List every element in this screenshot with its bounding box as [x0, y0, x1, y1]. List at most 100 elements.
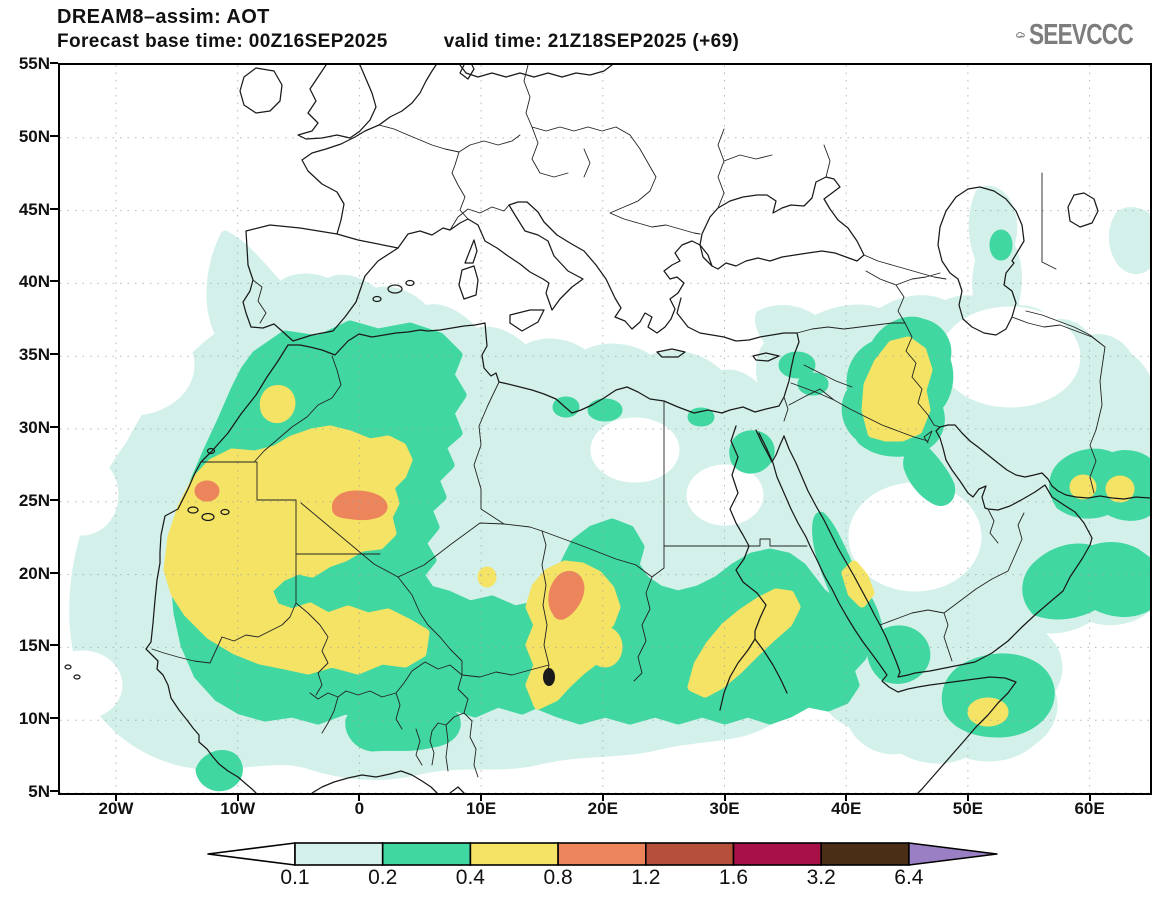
north-africa-coast [287, 322, 723, 414]
lon-label-20W: 20W [98, 799, 134, 818]
colorbar-level-6.4: 6.4 [894, 866, 924, 889]
dust-orange-layer [194, 480, 585, 620]
niger-delta [449, 786, 465, 793]
teal-region-nigeria [345, 699, 461, 752]
lat-label-25N: 25N [18, 490, 50, 510]
cape-verde-2 [73, 674, 81, 680]
yellow-spot-niger [477, 566, 497, 588]
uk-coast [297, 65, 377, 140]
lon-label-20E: 20E [587, 799, 618, 818]
lat-tick-40N [50, 280, 58, 283]
white-hole-libya [590, 417, 680, 483]
chad-sudan-border [633, 576, 653, 682]
lat-tick-15N [50, 644, 58, 647]
lon-tick-40E [845, 793, 848, 801]
white-hole-atlantic-south [60, 650, 123, 720]
mauritania-senegal-mali-borders [151, 553, 329, 696]
colorbar-segment-3 [557, 842, 647, 866]
colorbar-segment-1 [381, 842, 472, 866]
teal-spot-guinea-coast [195, 750, 243, 792]
lat-tick-50N [50, 134, 58, 137]
dust-yellow-layer [163, 336, 1135, 727]
lon-label-40E: 40E [831, 799, 862, 818]
menorca [405, 279, 415, 287]
denmark [459, 65, 475, 80]
ireland-coast [239, 67, 283, 114]
baltic-coast [459, 65, 613, 78]
lon-label-60E: 60E [1074, 799, 1105, 818]
iraq-saudi-border [833, 399, 929, 442]
lon-tick-0 [358, 793, 361, 801]
lat-label-55N: 55N [18, 54, 50, 73]
iberia-coast [242, 224, 399, 342]
cyan-region-northeast-corner [1109, 207, 1150, 274]
lat-tick-25N [50, 498, 58, 501]
aral-sea [1067, 192, 1099, 228]
dust-white-holes-layer [60, 306, 1081, 720]
colorbar-level-0.8: 0.8 [543, 866, 573, 889]
colorbar-level-3.2: 3.2 [806, 866, 836, 889]
colorbar-segment-5 [732, 842, 822, 866]
orange-spot-western-sahara [194, 480, 220, 502]
turkey-syria-iraq-border [796, 322, 906, 334]
valid-time: valid time: 21Z18SEP2025 (+69) [443, 31, 740, 52]
arabia-coast [783, 426, 1093, 678]
yellow-spot-somalia [967, 697, 1009, 727]
colorbar-segment-6 [820, 842, 910, 866]
ibiza [372, 295, 382, 303]
colorbar [200, 840, 1012, 870]
west-africa-coast [145, 344, 289, 793]
colorbar-segment-2 [469, 842, 559, 866]
yellow-region-iraq [861, 336, 933, 442]
corsica [464, 239, 478, 264]
lon-label-0: 0 [354, 799, 365, 818]
benelux-german-coast [378, 65, 437, 126]
lon-tick-50E [966, 793, 969, 801]
crete [656, 348, 686, 358]
lat-label-50N: 50N [18, 126, 50, 146]
madeira [206, 447, 216, 455]
yellow-spot-chad-se [587, 626, 623, 668]
cape-verde-1 [64, 664, 72, 670]
canary-2 [201, 512, 215, 522]
lat-label-30N: 30N [18, 418, 50, 437]
lon-tick-20E [601, 793, 604, 801]
libya-south-border [503, 523, 665, 578]
caspian-sea [937, 186, 1025, 336]
lon-label-50E: 50E [952, 799, 984, 818]
logo-text: SEEVCCC [1028, 18, 1134, 51]
yellow-region-morocco [259, 384, 296, 424]
lat-label-20N: 20N [18, 563, 50, 583]
black-sea-coast [699, 176, 865, 270]
map-svg [60, 65, 1150, 793]
yellow-spot-se-iran-1 [1069, 474, 1097, 500]
yellow-region-sudan [687, 588, 801, 698]
map-frame [58, 63, 1152, 795]
egypt-sudan-border [663, 538, 808, 547]
gulf-of-guinea-coast [311, 770, 438, 793]
morocco-algeria-border [254, 355, 342, 462]
lat-label-15N: 15N [18, 636, 50, 656]
iran-east-borders [1011, 310, 1106, 494]
canary-1 [187, 506, 199, 514]
teal-region-ne-sudan [729, 430, 775, 474]
lat-label-40N: 40N [18, 272, 50, 292]
niger-chad-border [541, 530, 550, 680]
teal-spot-levant [797, 372, 829, 396]
white-hole-egypt [686, 464, 764, 526]
lat-label-45N: 45N [18, 199, 50, 219]
lat-tick-30N [50, 426, 58, 428]
lon-tick-30E [723, 793, 726, 801]
nile-river [719, 425, 767, 711]
lat-label-35N: 35N [18, 345, 50, 365]
france-east-border [378, 124, 469, 220]
lon-label-10E: 10E [465, 799, 497, 818]
canary-3 [220, 508, 230, 516]
white-hole-atlantic-nw [69, 314, 195, 416]
teal-region-sahel-sudan [515, 518, 873, 725]
lat-tick-45N [50, 207, 58, 210]
lat-tick-10N [50, 717, 58, 720]
caucasus-borders [863, 254, 947, 324]
lake-chad [543, 668, 555, 686]
